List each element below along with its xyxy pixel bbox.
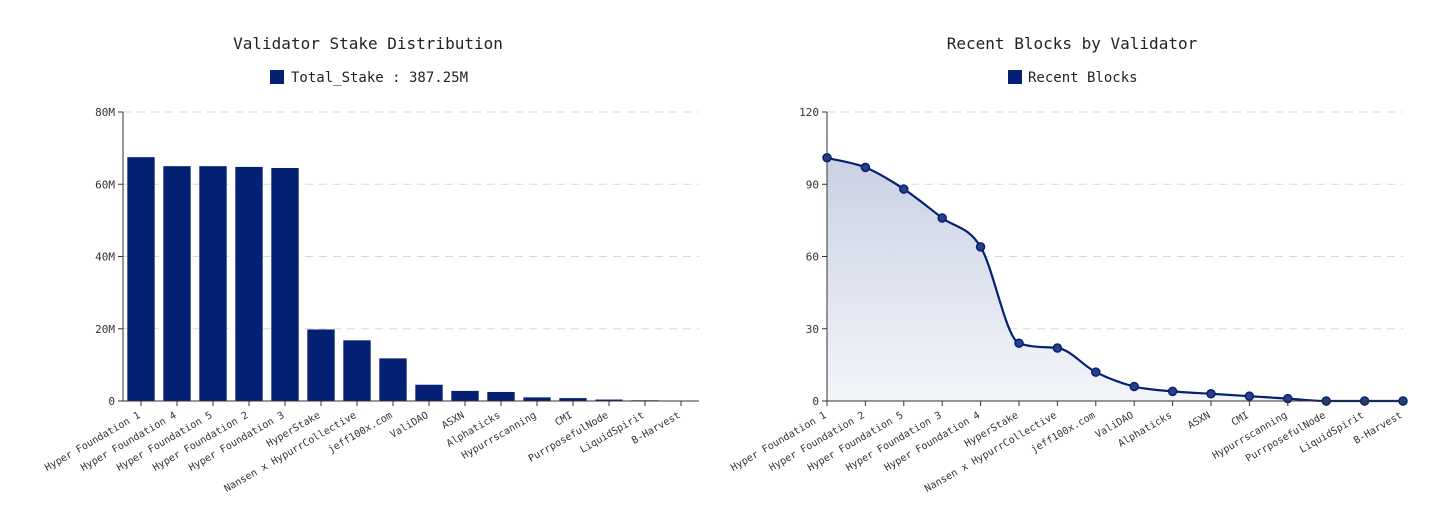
bar[interactable] (307, 329, 335, 401)
bar[interactable] (415, 384, 443, 401)
x-tick-label: jeff100x.com (1029, 410, 1097, 456)
data-point[interactable] (860, 162, 871, 173)
bar[interactable] (523, 397, 551, 401)
data-point[interactable] (1167, 386, 1178, 397)
stake-distribution-chart: Validator Stake Distribution Total_Stake… (43, 34, 699, 495)
y-tick-label: 120 (799, 106, 819, 119)
legend-label[interactable]: Total_Stake : 387.25M (291, 70, 468, 86)
data-point[interactable] (975, 242, 986, 252)
data-point[interactable] (1014, 338, 1024, 348)
x-tick-label: ASXN (440, 410, 466, 432)
data-point[interactable] (1244, 391, 1255, 401)
bar[interactable] (595, 399, 623, 401)
chart-title: Recent Blocks by Validator (947, 34, 1198, 53)
data-point[interactable] (1129, 381, 1139, 392)
bar[interactable] (199, 166, 227, 401)
recent-blocks-chart: Recent Blocks by Validator Recent Blocks… (729, 34, 1408, 495)
data-point[interactable] (1052, 343, 1063, 353)
chart-title: Validator Stake Distribution (233, 34, 503, 53)
area-fill (827, 157, 1403, 401)
bar[interactable] (163, 166, 191, 401)
x-tick-label: ASXN (1186, 410, 1212, 432)
y-tick-label: 0 (108, 395, 115, 408)
y-tick-label: 40M (95, 251, 115, 264)
y-tick-label: 0 (812, 395, 819, 408)
bar[interactable] (271, 167, 299, 401)
y-tick-label: 60 (806, 251, 819, 264)
bar[interactable] (235, 166, 263, 401)
y-tick-label: 90 (806, 178, 819, 191)
y-tick-label: 30 (806, 323, 819, 336)
bar[interactable] (487, 391, 515, 401)
legend-swatch[interactable] (1008, 70, 1022, 84)
legend-swatch[interactable] (270, 70, 284, 84)
legend-label[interactable]: Recent Blocks (1028, 70, 1138, 86)
y-tick-label: 20M (95, 323, 115, 336)
bar[interactable] (127, 157, 155, 401)
bar[interactable] (559, 398, 587, 401)
x-tick-label: CMI (1230, 410, 1251, 429)
bar[interactable] (451, 390, 479, 401)
x-tick-label: LiquidSpirit (1298, 410, 1366, 456)
data-point[interactable] (937, 213, 947, 223)
x-tick-label: ValiDAO (388, 410, 430, 441)
x-tick-label: jeff100x.com (326, 410, 394, 456)
data-point[interactable] (899, 184, 909, 194)
series-line[interactable] (826, 156, 1403, 403)
bar[interactable] (343, 340, 371, 401)
x-tick-label: CMI (553, 410, 574, 429)
bar[interactable] (379, 358, 407, 401)
y-tick-label: 80M (95, 106, 115, 119)
data-point[interactable] (1091, 367, 1101, 377)
data-point[interactable] (1206, 389, 1216, 399)
y-tick-label: 60M (95, 178, 115, 191)
